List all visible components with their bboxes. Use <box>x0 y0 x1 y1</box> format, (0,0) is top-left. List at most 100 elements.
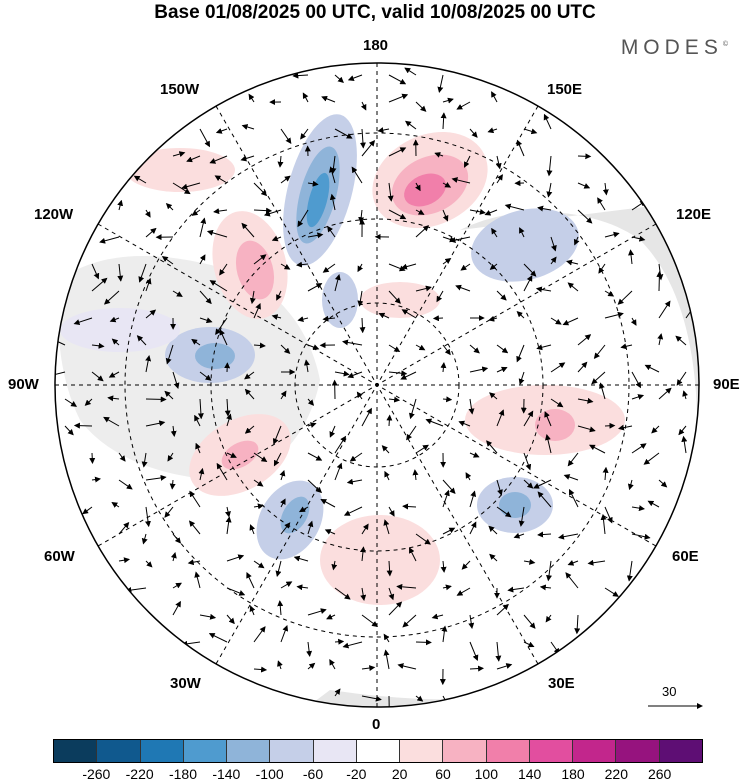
colorbar-segment <box>227 740 271 762</box>
lon-label-lower-right: 30E <box>548 675 575 692</box>
wind-vector <box>161 256 174 265</box>
wind-vector <box>533 479 552 489</box>
wind-vector <box>569 488 579 508</box>
wind-vector <box>342 641 363 649</box>
wind-vector <box>507 586 525 593</box>
wind-vector <box>307 232 324 239</box>
wind-vector <box>600 513 607 535</box>
wind-vector <box>388 93 409 103</box>
wind-vector <box>361 523 369 535</box>
anomaly-blue-2-core <box>195 343 235 369</box>
wind-vector <box>469 665 485 672</box>
wind-vector <box>280 263 291 270</box>
wind-vector <box>240 155 255 162</box>
wind-vector <box>244 371 255 380</box>
wind-vector <box>388 344 401 353</box>
wind-vector <box>334 587 351 600</box>
colorbar-tick-label: 260 <box>647 766 672 782</box>
wind-vector <box>361 140 376 157</box>
wind-vector <box>82 506 93 515</box>
colorbar-tick-label: -260 <box>82 766 111 782</box>
wind-vector <box>387 182 394 202</box>
reference-vector-label: 30 <box>662 684 677 699</box>
wind-vector <box>405 120 417 130</box>
wind-vector <box>415 182 421 192</box>
wind-vector <box>99 236 120 244</box>
wind-vector <box>415 209 425 215</box>
wind-vector <box>681 435 688 454</box>
wind-vector <box>169 479 176 490</box>
colorbar-segment <box>183 740 228 762</box>
wind-vector <box>297 316 309 323</box>
wind-vector <box>307 344 320 350</box>
wind-vector <box>164 506 174 518</box>
wind-vector <box>436 290 444 303</box>
wind-vector <box>199 217 207 238</box>
colorbar-tick-label: 180 <box>561 766 585 782</box>
wind-vector <box>565 572 579 589</box>
wind-vector <box>356 391 363 400</box>
wind-vector <box>415 101 427 112</box>
colorbar-tick-label: -140 <box>212 766 241 782</box>
wind-vector <box>327 225 336 238</box>
wind-vector <box>523 128 538 135</box>
wind-vector <box>226 452 237 458</box>
wind-vector <box>504 203 525 211</box>
wind-vector <box>567 282 579 292</box>
wind-vector <box>244 388 255 400</box>
wind-vector <box>469 366 489 373</box>
wind-vector <box>567 452 579 467</box>
wind-vector <box>488 525 498 535</box>
wind-vector <box>388 601 403 616</box>
wind-vector <box>386 414 393 427</box>
wind-vector <box>249 524 256 535</box>
wind-vector <box>111 502 120 508</box>
wind-vector <box>357 263 364 273</box>
wind-vector <box>631 505 645 512</box>
wind-vector <box>253 302 261 319</box>
wind-vector <box>248 93 255 103</box>
wind-vector <box>253 503 264 510</box>
brand-text: MODES <box>620 36 723 59</box>
wind-vector <box>280 175 291 184</box>
lon-label-mid-upper-right: 120E <box>676 206 712 223</box>
wind-vector <box>103 416 120 427</box>
colorbar-tick-label: 20 <box>391 766 408 782</box>
wind-vector <box>537 531 552 538</box>
wind-vector <box>296 261 309 268</box>
wind-vector <box>357 290 364 307</box>
wind-vector <box>626 560 633 582</box>
colorbar-segment <box>573 740 617 762</box>
wind-vector <box>141 533 148 545</box>
wind-vector <box>271 235 282 242</box>
wind-vector <box>491 91 498 103</box>
wind-vector <box>384 470 390 481</box>
wind-vector <box>408 398 417 420</box>
wind-vector <box>272 425 282 445</box>
wind-vector <box>241 222 255 238</box>
wind-vector <box>496 174 503 184</box>
lon-label-mid-lower-right: 60E <box>672 548 699 565</box>
colorbar-tick-label: -180 <box>168 766 198 782</box>
wind-vector <box>298 506 309 513</box>
wind-vector <box>145 506 151 528</box>
wind-vector <box>496 344 509 354</box>
wind-vector <box>165 344 174 365</box>
wind-vector <box>495 641 502 662</box>
wind-vector <box>567 560 579 566</box>
wind-vector <box>442 396 453 403</box>
wind-vector <box>464 155 471 168</box>
wind-vector <box>307 479 323 494</box>
wind-vector <box>307 662 316 670</box>
wind-vector <box>456 587 471 596</box>
wind-vector <box>591 371 606 385</box>
wind-vector <box>550 362 566 373</box>
wind-vector <box>550 398 564 408</box>
wind-vector <box>489 392 498 400</box>
wind-vector <box>307 283 323 292</box>
wind-vector <box>334 435 347 454</box>
wind-vector <box>406 425 417 441</box>
wind-vector <box>523 263 537 277</box>
wind-vector <box>415 444 429 454</box>
map-boundary <box>54 62 700 708</box>
